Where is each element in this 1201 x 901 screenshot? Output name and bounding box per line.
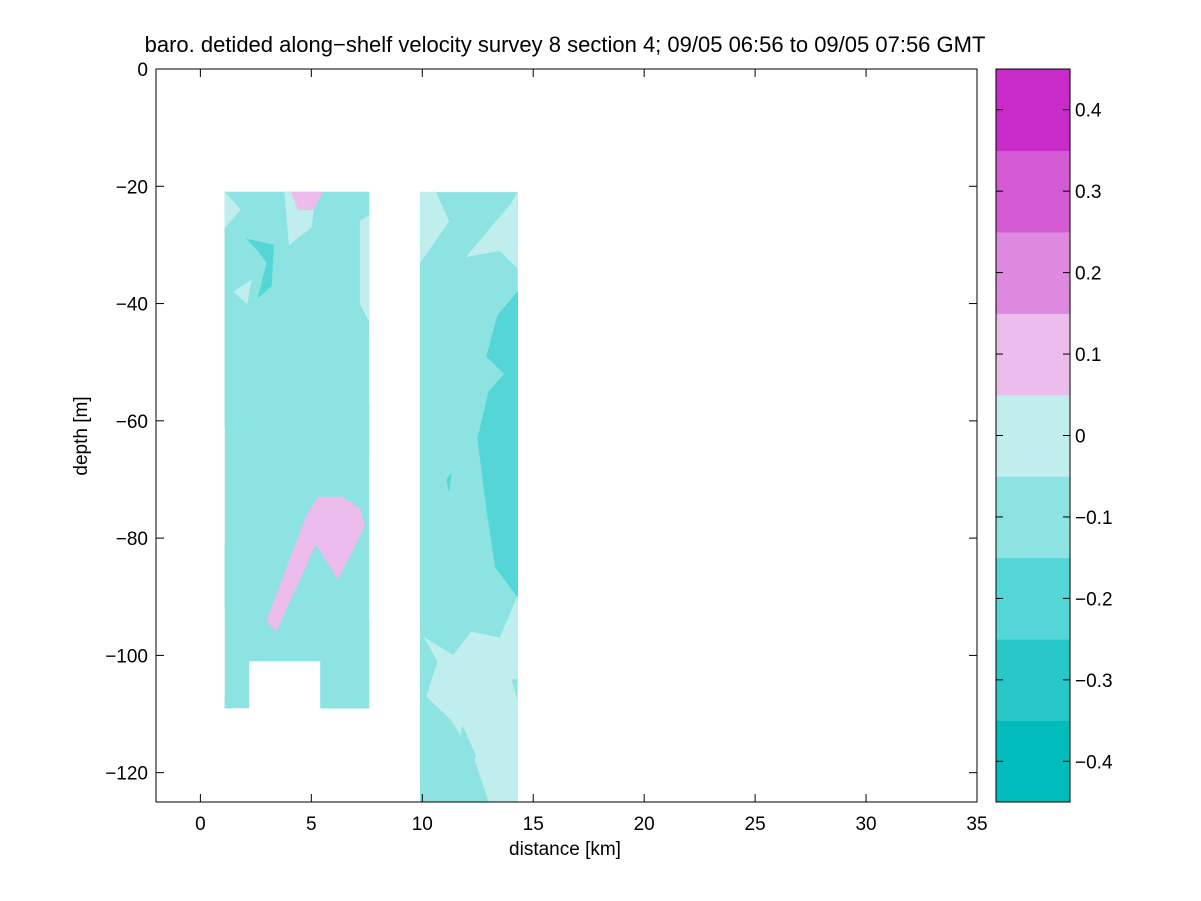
contour-patch xyxy=(457,724,476,786)
plot-area: 0 5 10 15 20 25 30 35 0 −20 −40 −60 −80 −100 −120 xyxy=(105,60,987,835)
contour-patch xyxy=(465,190,519,270)
y-tick-label: −20 xyxy=(116,177,148,198)
colorbar-band xyxy=(996,150,1070,233)
contour-patch xyxy=(224,191,241,229)
x-tick-label: 20 xyxy=(634,814,655,835)
x-tick-label: 25 xyxy=(745,814,766,835)
colorbar-tick-label: 0.1 xyxy=(1075,345,1101,366)
y-tick-label: −60 xyxy=(116,412,148,433)
y-tick-label: 0 xyxy=(137,60,148,81)
y-axis: 0 −20 −40 −60 −80 −100 −120 xyxy=(105,60,977,785)
colorbar-tick-label: −0.4 xyxy=(1075,752,1113,773)
contour-patch xyxy=(423,596,519,803)
contour-patch xyxy=(233,279,252,305)
colorbar-band xyxy=(996,476,1070,559)
contour-patch xyxy=(350,402,370,457)
x-tick-label: 0 xyxy=(195,814,206,835)
contour-patch xyxy=(224,678,237,709)
colorbar-tick-label: 0.2 xyxy=(1075,264,1101,285)
y-tick-label: −120 xyxy=(105,764,148,785)
colorbar-band xyxy=(996,720,1070,803)
y-axis-label: depth [m] xyxy=(71,396,92,475)
colorbar-tick-label: 0.3 xyxy=(1075,182,1101,203)
colorbar-band xyxy=(996,394,1070,477)
x-tick-label: 15 xyxy=(523,814,544,835)
section-2 xyxy=(419,190,519,803)
colorbar-band xyxy=(996,557,1070,640)
contour-patch xyxy=(284,420,310,475)
x-tick-label: 35 xyxy=(966,814,987,835)
contour-sections xyxy=(224,190,519,803)
x-tick-label: 5 xyxy=(306,814,317,835)
section-1 xyxy=(224,191,370,710)
contour-patch xyxy=(290,191,323,210)
colorbar-tick-label: −0.1 xyxy=(1075,508,1113,529)
y-tick-label: −80 xyxy=(116,529,148,550)
colorbar-tick-label: −0.2 xyxy=(1075,589,1113,610)
colorbar-band xyxy=(996,639,1070,722)
contour-patch xyxy=(446,472,452,492)
contour-patch xyxy=(246,238,274,299)
missing-data-region xyxy=(249,661,321,710)
contour-patch xyxy=(224,502,259,609)
colorbar-band xyxy=(996,313,1070,396)
colorbar-band xyxy=(996,231,1070,314)
x-axis: 0 5 10 15 20 25 30 35 xyxy=(195,69,988,835)
x-tick-label: 30 xyxy=(855,814,876,835)
colorbar-tick-label: 0 xyxy=(1075,427,1086,448)
x-tick-label: 10 xyxy=(412,814,433,835)
chart-title: baro. detided along−shelf velocity surve… xyxy=(145,32,986,57)
colorbar: 0.4 0.3 0.2 0.1 0 −0.1 −0.2 −0.3 −0.4 xyxy=(995,68,1113,803)
y-tick-label: −40 xyxy=(116,295,148,316)
contour-patch xyxy=(359,215,370,322)
x-axis-label: distance [km] xyxy=(509,839,621,860)
colorbar-tick-label: −0.3 xyxy=(1075,671,1113,692)
colorbar-band xyxy=(996,69,1070,151)
contour-patch xyxy=(477,373,519,598)
colorbar-tick-label: 0.4 xyxy=(1075,101,1102,122)
plot-frame xyxy=(155,68,978,803)
y-tick-label: −100 xyxy=(105,646,148,667)
contour-patch xyxy=(266,496,365,633)
contour-patch xyxy=(419,191,450,264)
